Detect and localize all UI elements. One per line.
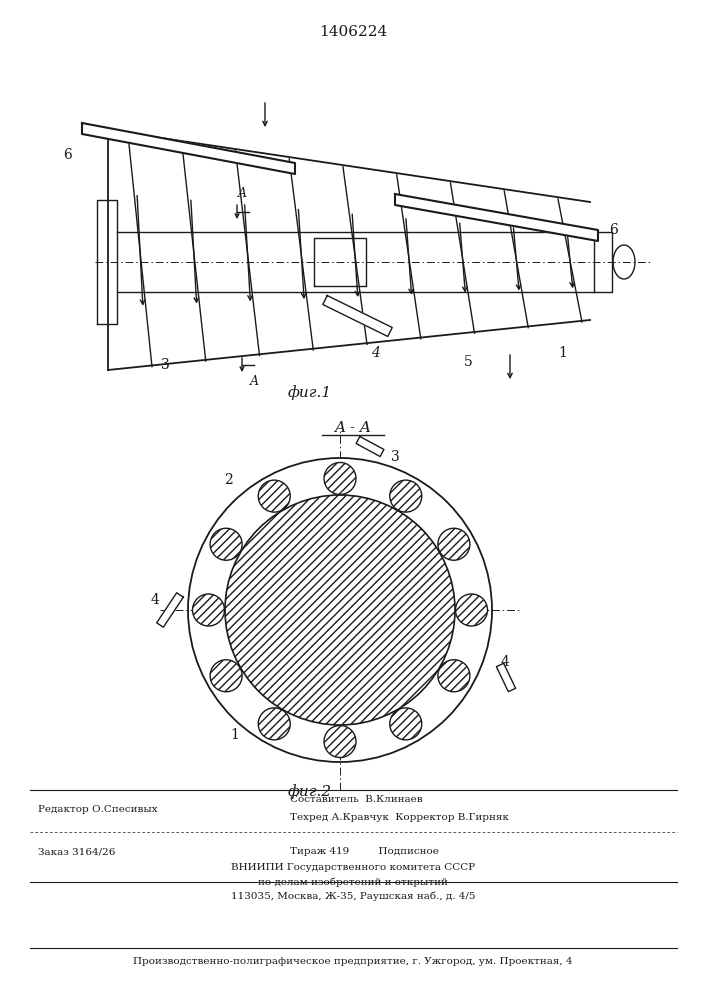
Circle shape [455,594,488,626]
Text: 1406224: 1406224 [319,25,387,39]
Polygon shape [157,593,183,627]
Text: Редактор О.Спесивых: Редактор О.Спесивых [38,806,158,814]
Text: 1: 1 [559,346,568,360]
Circle shape [258,708,291,740]
Polygon shape [323,296,392,336]
Circle shape [438,528,470,560]
Text: 4: 4 [501,655,510,669]
Polygon shape [395,194,598,241]
Circle shape [438,660,470,692]
Circle shape [390,480,422,512]
Text: A: A [238,187,247,200]
Text: 113035, Москва, Ж-35, Раушская наб., д. 4/5: 113035, Москва, Ж-35, Раушская наб., д. … [230,891,475,901]
Circle shape [210,660,242,692]
Text: Тираж 419         Подписное: Тираж 419 Подписное [290,848,439,856]
Text: 6: 6 [609,223,617,237]
Text: Составитель  В.Клинаев: Составитель В.Клинаев [290,796,423,804]
Text: фиг.1: фиг.1 [288,386,332,400]
Text: 4: 4 [151,593,160,607]
Text: A - A: A - A [334,421,371,435]
Text: 1: 1 [230,728,240,742]
Polygon shape [82,123,295,174]
Circle shape [390,708,422,740]
Polygon shape [496,663,515,692]
Polygon shape [356,436,384,457]
Text: A: A [250,375,259,388]
Text: фиг.2: фиг.2 [288,785,332,799]
Text: Заказ 3164/26: Заказ 3164/26 [38,848,115,856]
Text: 4: 4 [370,346,380,360]
Text: 6: 6 [64,148,72,162]
Text: Производственно-полиграфическое предприятие, г. Ужгород, ум. Проектная, 4: Производственно-полиграфическое предприя… [133,958,573,966]
Circle shape [210,528,242,560]
Text: ВНИИПИ Государственного комитета СССР: ВНИИПИ Государственного комитета СССР [231,863,475,872]
Circle shape [225,495,455,725]
Circle shape [192,594,225,626]
Text: по делам изобретений и открытий: по делам изобретений и открытий [258,877,448,887]
Text: 2: 2 [223,473,233,487]
Text: 5: 5 [464,355,472,369]
Text: 3: 3 [160,358,170,372]
Text: 3: 3 [391,450,399,464]
Circle shape [324,726,356,758]
Circle shape [324,462,356,494]
Text: Техред А.Кравчук  Корректор В.Гирняк: Техред А.Кравчук Корректор В.Гирняк [290,814,509,822]
Circle shape [258,480,291,512]
